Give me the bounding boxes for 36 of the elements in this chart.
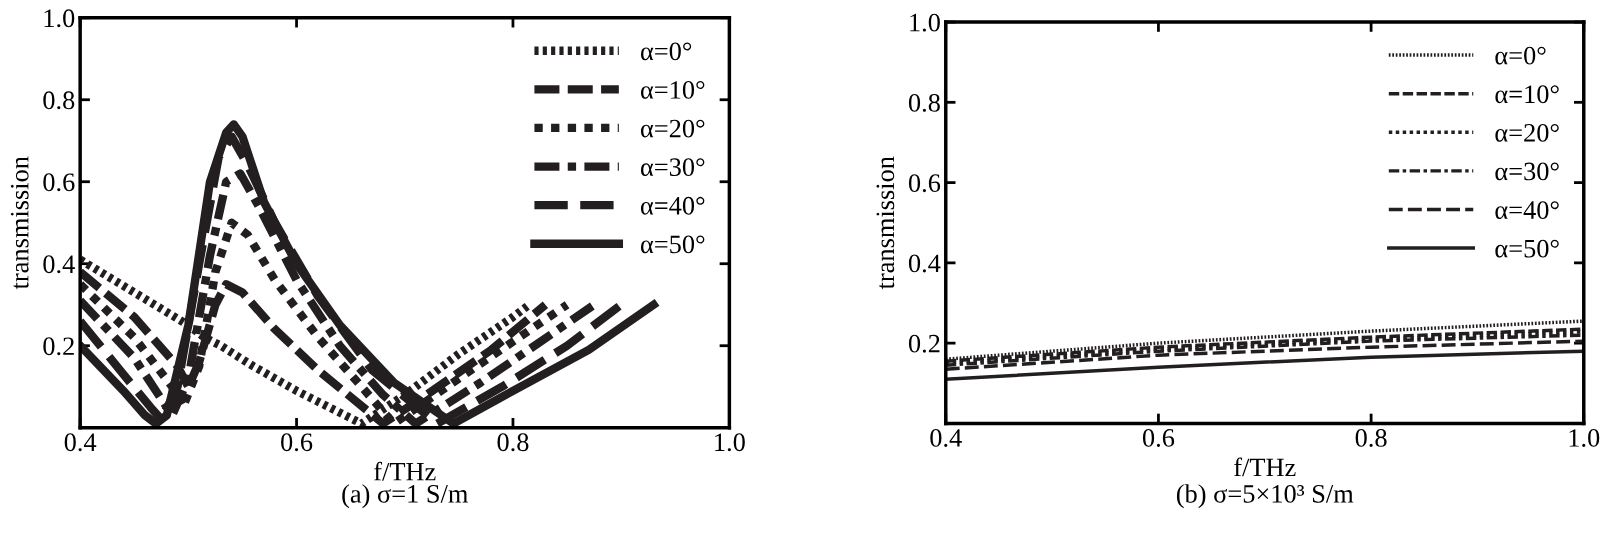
y-tick-label: 1.0 [910,13,940,32]
text: (a) σ=1 S/m [342,484,469,509]
legend-label: α=50° [1495,239,1559,258]
legend-label: α=0° [1495,46,1546,65]
x-tick-label: 0.6 [281,433,313,452]
legend-label: α=0° [640,42,692,61]
x-axis-title: f/THz [374,461,436,481]
x-tick-label: 0.8 [497,433,529,452]
legend-label: α=30° [640,158,705,177]
legend-label: α=20° [640,119,705,138]
y-tick-label: 0.8 [43,91,75,110]
y-axis-title: transmission [876,156,895,290]
x-tick-label: 0.6 [1142,429,1175,447]
y-tick-label: 0.2 [908,334,940,353]
y-tick-label: 0.6 [43,173,75,192]
y-axis-title: transmission [10,156,29,290]
x-tick-label: 0.4 [64,433,97,452]
x-tick-label: 0.4 [930,429,962,447]
y-tick-label: 1.0 [44,9,75,28]
x-axis-title: f/THz [1234,457,1296,477]
x-tick-label: 1.0 [1569,429,1600,447]
x-tick-label: 0.8 [1355,429,1387,447]
y-tick-label: 0.8 [908,93,940,112]
legend-label: α=50° [640,235,705,254]
legend-label: α=40° [1495,201,1559,219]
legend-label: α=20° [1495,123,1559,142]
legend-label: α=10° [640,81,705,99]
y-tick-label: 0.6 [908,174,941,193]
y-tick-label: 0.2 [43,337,74,356]
y-tick-label: 0.4 [43,255,75,274]
y-tick-label: 0.4 [908,254,941,273]
legend-label: α=10° [1495,85,1559,104]
legend-label: α=30° [1495,162,1559,181]
legend-label: α=40° [640,196,705,215]
text: (b) σ=5×10³ S/m [1176,484,1354,509]
x-tick-label: 1.0 [715,433,745,452]
